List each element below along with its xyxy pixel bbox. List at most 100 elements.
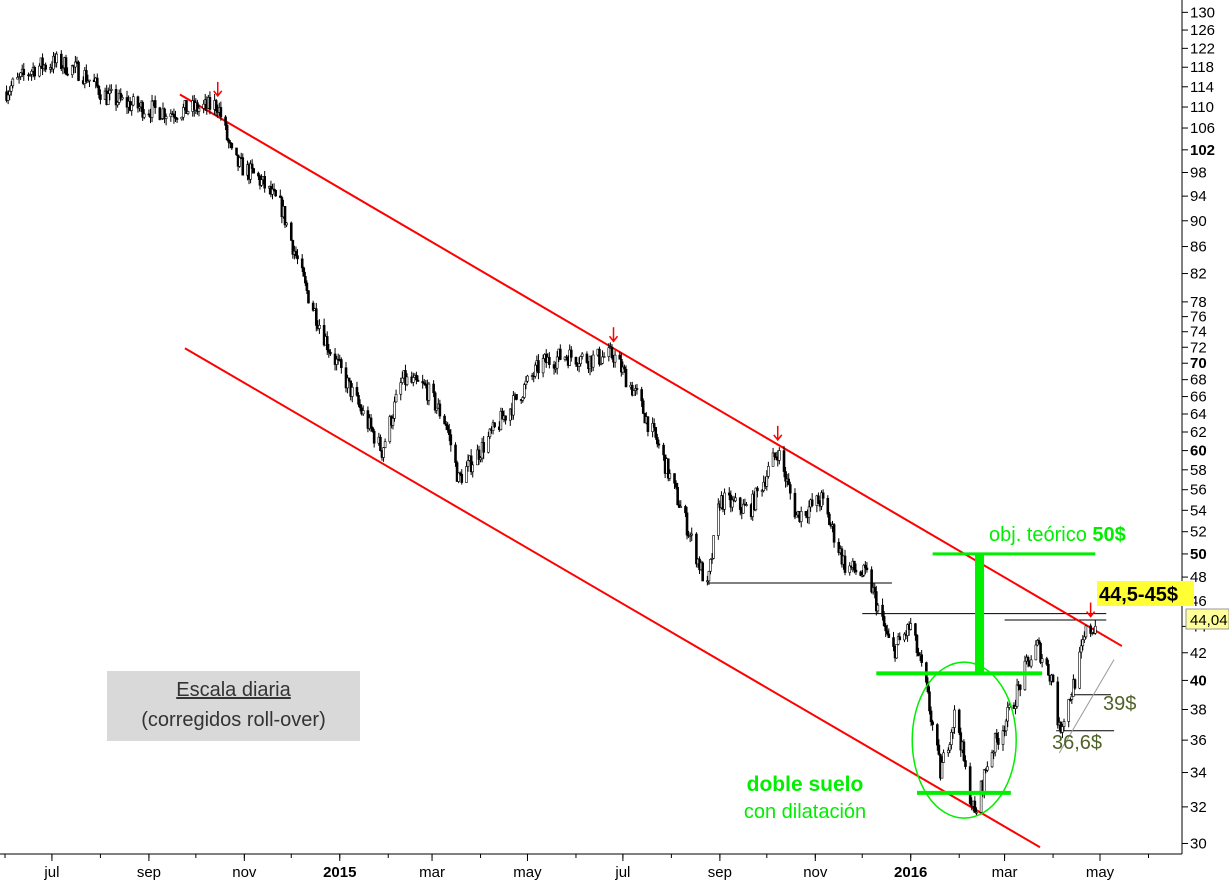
candle-body xyxy=(279,195,282,198)
candle-body xyxy=(731,499,734,508)
candle-body xyxy=(695,533,698,565)
y-tick-label: 72 xyxy=(1190,339,1207,356)
double-bottom-ellipse xyxy=(911,661,1017,819)
candle-body xyxy=(1061,726,1064,733)
candle-body xyxy=(327,349,331,353)
candle-body xyxy=(677,504,681,508)
candle-body xyxy=(959,732,963,751)
candle-body xyxy=(106,93,110,105)
candle-body xyxy=(11,78,15,87)
candle-body xyxy=(607,347,611,357)
candle-body xyxy=(738,497,742,510)
candle-body xyxy=(300,258,304,269)
y-tick-label: 30 xyxy=(1190,835,1207,852)
candle-body xyxy=(153,100,157,109)
candle-body xyxy=(136,96,140,109)
candle-body xyxy=(673,473,676,484)
candle-body xyxy=(1084,625,1088,638)
candle-body xyxy=(1037,640,1041,644)
candle-body xyxy=(16,77,19,80)
candle-body xyxy=(433,392,437,411)
last-price-value: 44,04 xyxy=(1190,612,1228,629)
candle-body xyxy=(854,569,858,573)
y-tick-label: 74 xyxy=(1190,324,1207,341)
candle-body xyxy=(314,308,318,326)
price-candles xyxy=(5,50,1097,816)
candle-body xyxy=(734,497,737,502)
y-tick-label: 40 xyxy=(1190,672,1207,689)
x-tick-label: may xyxy=(1086,864,1115,881)
candle-body xyxy=(346,377,349,389)
candle-body xyxy=(523,384,526,398)
candle-body xyxy=(479,457,482,460)
candle-body xyxy=(936,724,939,746)
candle-body xyxy=(706,580,709,583)
support-39-label: 39$ xyxy=(1103,693,1136,715)
candle-body xyxy=(555,356,559,369)
candle-body xyxy=(1023,660,1027,690)
candle-body xyxy=(241,157,245,176)
candle-body xyxy=(574,357,578,365)
candle-body xyxy=(799,511,803,522)
candle-body xyxy=(767,466,770,477)
candle-body xyxy=(230,143,234,149)
candle-body xyxy=(138,106,141,109)
candle-body xyxy=(848,565,852,573)
y-tick-label: 58 xyxy=(1190,462,1207,479)
candle-body xyxy=(1047,663,1050,676)
candle-body xyxy=(44,64,47,70)
candle-body xyxy=(864,564,867,569)
y-tick-label: 68 xyxy=(1190,372,1207,389)
x-tick-label: 2015 xyxy=(323,864,356,881)
candle-body xyxy=(228,142,232,144)
candle-body xyxy=(393,401,396,419)
x-tick-label: may xyxy=(513,864,542,881)
candle-body xyxy=(521,397,525,401)
candle-body xyxy=(70,65,74,76)
y-tick-label: 70 xyxy=(1190,355,1207,372)
candle-body xyxy=(914,623,917,636)
y-tick-label: 32 xyxy=(1190,799,1207,816)
candle-body xyxy=(870,569,873,593)
candle-body xyxy=(723,492,726,510)
candle-body xyxy=(38,65,41,77)
candle-body xyxy=(411,377,415,383)
candle-body xyxy=(469,455,473,473)
candle-body xyxy=(421,381,424,384)
candle-body xyxy=(99,94,102,100)
candle-body xyxy=(318,325,321,329)
candle-body xyxy=(946,749,950,754)
candle-body xyxy=(355,387,359,396)
x-tick-label: mar xyxy=(992,864,1018,881)
candle-body xyxy=(873,587,877,592)
candle-body xyxy=(601,356,604,364)
target-highlight-box xyxy=(985,520,1160,550)
candle-body xyxy=(501,411,504,420)
candle-body xyxy=(613,354,617,363)
y-tick-label: 62 xyxy=(1190,424,1207,441)
candle-body xyxy=(804,511,808,516)
candle-body xyxy=(548,356,551,365)
candle-body xyxy=(416,379,420,382)
last-price-badge xyxy=(1185,608,1229,630)
resistance-arrow-head xyxy=(1086,611,1096,618)
y-tick-label: 106 xyxy=(1190,120,1215,137)
candle-body xyxy=(74,61,77,68)
candle-body xyxy=(821,492,825,499)
y-tick-label: 126 xyxy=(1190,22,1215,39)
y-tick-label: 66 xyxy=(1190,389,1207,406)
resistance-zone-label: 44,5-45$ xyxy=(1099,584,1178,606)
candle-body xyxy=(898,636,902,641)
candle-body xyxy=(114,89,118,106)
candle-body xyxy=(119,92,123,100)
candle-body xyxy=(257,172,260,177)
candle-body xyxy=(307,290,310,304)
y-tick-label: 98 xyxy=(1190,165,1207,182)
candle-body xyxy=(745,504,748,506)
candle-body xyxy=(843,555,847,573)
candle-body xyxy=(371,427,374,432)
candle-body xyxy=(875,591,878,612)
candle-body xyxy=(784,471,787,482)
y-tick-label: 38 xyxy=(1190,701,1207,718)
candle-body xyxy=(920,654,923,663)
